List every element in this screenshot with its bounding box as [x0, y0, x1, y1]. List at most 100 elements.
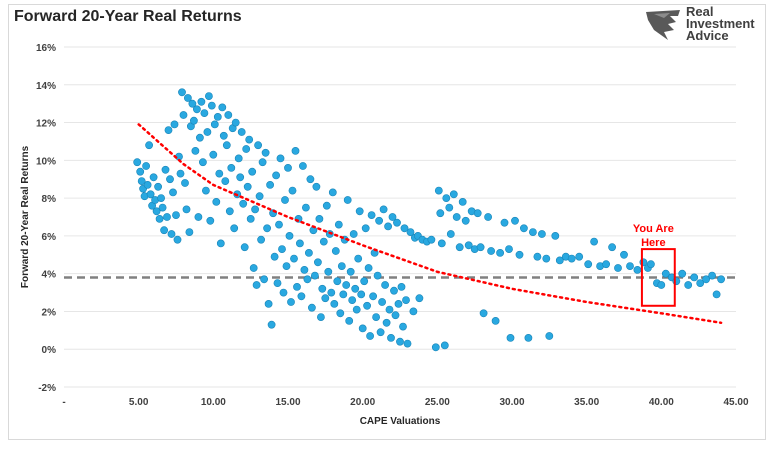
data-point [397, 282, 406, 291]
x-axis-ticks: - 5.00 10.00 15.00 20.00 25.00 30.00 35.00 40.00… [62, 397, 749, 408]
data-point [427, 235, 436, 244]
data-point [149, 173, 158, 182]
data-point [330, 299, 339, 308]
data-point [696, 279, 705, 287]
data-point [367, 211, 376, 219]
data-point [173, 235, 182, 244]
data-point [403, 339, 412, 348]
data-point [633, 265, 642, 274]
data-point [298, 162, 307, 170]
data-point [212, 197, 221, 206]
data-point [491, 316, 500, 325]
data-point [431, 343, 440, 352]
x-tick-label: 5.00 [129, 397, 149, 408]
data-point [191, 146, 200, 155]
data-point [381, 281, 389, 289]
data-point [143, 180, 152, 189]
data-point [284, 163, 292, 172]
data-point [524, 333, 533, 342]
data-point [163, 213, 171, 221]
data-point [176, 169, 185, 178]
data-point [387, 333, 395, 342]
data-point [198, 158, 207, 167]
data-point [181, 179, 189, 187]
data-point [363, 301, 371, 310]
data-point [293, 282, 301, 291]
data-point [390, 286, 398, 295]
data-point [626, 262, 634, 270]
data-point [297, 292, 306, 301]
data-point [364, 264, 373, 272]
data-point [608, 243, 616, 252]
x-axis-label: CAPE Valuations [360, 416, 441, 427]
data-point [446, 230, 455, 238]
data-point [440, 341, 449, 350]
data-point [255, 192, 264, 201]
x-tick-label: 40.00 [649, 397, 674, 408]
data-point [227, 163, 236, 172]
logo-line2: Investment [686, 16, 755, 31]
data-point [161, 165, 170, 174]
data-point [169, 188, 177, 197]
data-point [327, 288, 336, 297]
data-point [249, 264, 258, 272]
data-point [520, 224, 528, 233]
data-point [272, 171, 280, 180]
logo-wordmark: Real Investment Advice [686, 5, 755, 42]
data-point [717, 275, 725, 284]
data-point [538, 230, 546, 238]
x-tick-label: 30.00 [499, 397, 524, 408]
data-point [315, 214, 324, 223]
data-point [379, 205, 388, 214]
data-point [230, 224, 239, 233]
data-point [357, 290, 366, 299]
data-point [276, 154, 285, 163]
data-point [334, 220, 343, 229]
data-point [602, 260, 610, 269]
data-point [273, 279, 282, 287]
data-point [328, 188, 337, 197]
data-point [281, 196, 289, 204]
data-point [391, 311, 400, 320]
data-point [661, 269, 670, 278]
data-point [200, 109, 209, 117]
data-point [182, 205, 191, 214]
data-point [511, 216, 519, 225]
data-point [207, 101, 216, 110]
data-point [167, 230, 176, 238]
data-point [712, 290, 721, 299]
data-point [266, 180, 274, 189]
data-point [376, 328, 385, 337]
y-tick-label: 6% [42, 232, 57, 243]
data-point [310, 271, 319, 280]
data-point [614, 264, 622, 272]
data-point [399, 322, 407, 331]
data-point [166, 175, 174, 184]
y-tick-label: 14% [36, 81, 56, 92]
data-point [473, 209, 482, 218]
data-point [201, 186, 210, 195]
data-point [484, 213, 492, 221]
data-point [188, 99, 197, 108]
you-are-here-box [640, 248, 676, 307]
data-point [197, 97, 206, 106]
x-tick-label: 35.00 [574, 397, 599, 408]
data-point [316, 313, 325, 321]
data-point [343, 196, 352, 204]
data-point [445, 203, 454, 212]
data-point [515, 250, 524, 259]
data-point [307, 303, 316, 312]
data-point [251, 205, 259, 214]
data-point [219, 131, 228, 140]
data-point [331, 247, 340, 255]
data-point [321, 294, 330, 303]
data-point [185, 228, 194, 236]
chart-title: Forward 20-Year Real Returns [14, 8, 242, 25]
data-point [252, 281, 261, 289]
data-point [555, 256, 564, 265]
y-tick-label: 10% [36, 156, 56, 167]
data-point [322, 201, 331, 210]
data-point [319, 237, 328, 246]
data-point [384, 222, 392, 231]
data-point [647, 260, 655, 269]
